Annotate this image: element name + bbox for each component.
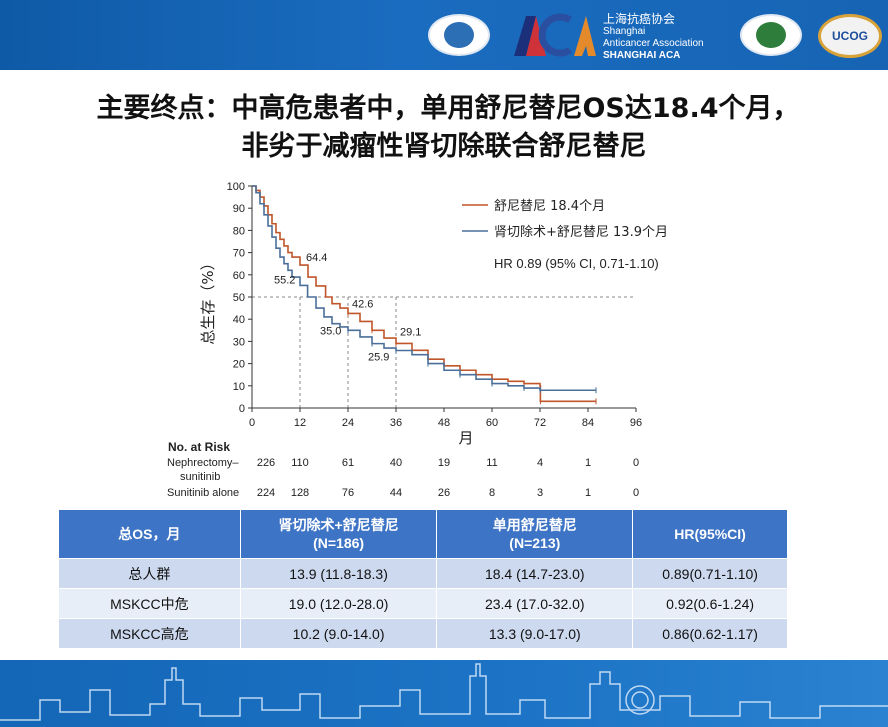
os-header-group: 总OS，月 — [58, 509, 241, 559]
data-label: 64.4 — [306, 252, 327, 264]
x-tick-label: 0 — [249, 417, 255, 429]
risk-count: 4 — [536, 457, 544, 469]
risk-count: 19 — [437, 457, 451, 469]
data-label: 35.0 — [320, 325, 341, 337]
hr-annotation: HR 0.89 (95% CI, 0.71-1.10) — [494, 256, 659, 271]
slide-title-line2: 非劣于减瘤性肾切除联合舒尼替尼 — [241, 131, 647, 162]
table-cell: 19.0 (12.0-28.0) — [239, 588, 438, 619]
aca-logo — [514, 13, 596, 57]
table-row: 总人群 13.9 (11.8-18.3) 18.4 (14.7-23.0) 0.… — [58, 558, 788, 589]
risk-row2-label: Sunitinib alone — [167, 487, 240, 499]
data-label: 55.2 — [274, 274, 295, 286]
os-table-header: 总OS，月 肾切除术+舒尼替尼 (N=186) 单用舒尼替尼 (N=213) HR(… — [58, 509, 788, 559]
risk-count: 3 — [536, 487, 544, 499]
y-tick-label: 30 — [233, 336, 245, 348]
y-axis-label: 总生存（%） — [199, 255, 217, 344]
legend-label: 舒尼替尼 18.4个月 — [494, 199, 605, 214]
risk-count: 224 — [256, 487, 276, 499]
data-label: 25.9 — [368, 352, 389, 364]
ucog-logo: UCOG — [818, 14, 882, 58]
x-tick-label: 48 — [438, 417, 450, 429]
data-label: 29.1 — [400, 326, 421, 338]
os-header-hr: HR(95%CI) — [632, 509, 788, 559]
city-skyline-graphic — [0, 663, 888, 721]
footer-banner — [0, 660, 888, 727]
risk-count: 61 — [341, 457, 355, 469]
x-tick-label: 84 — [582, 417, 594, 429]
risk-count: 110 — [291, 457, 309, 469]
data-label: 42.6 — [352, 298, 373, 310]
risk-count: 40 — [389, 457, 403, 469]
risk-count: 0 — [632, 457, 640, 469]
x-tick-label: 12 — [294, 417, 306, 429]
nephrectomy-survival-curve — [252, 185, 596, 392]
table-cell: 23.4 (17.0-32.0) — [436, 588, 634, 619]
legend-label: 肾切除术+舒尼替尼 13.9个月 — [494, 225, 668, 240]
risk-count: 1 — [584, 487, 592, 499]
risk-count: 1 — [584, 457, 592, 469]
table-cell: MSKCC中危 — [58, 588, 241, 619]
y-tick-label: 90 — [233, 203, 245, 215]
risk-row1-label2: sunitinib — [180, 471, 221, 483]
table-row: MSKCC中危 19.0 (12.0-28.0) 23.4 (17.0-32.0… — [58, 588, 788, 619]
table-cell: 总人群 — [58, 558, 241, 589]
risk-count: 8 — [488, 487, 496, 499]
y-tick-label: 40 — [233, 314, 245, 326]
os-header-nephrectomy: 肾切除术+舒尼替尼 (N=186) — [239, 509, 438, 559]
x-tick-label: 36 — [390, 417, 402, 429]
x-tick-label: 72 — [534, 417, 546, 429]
sunitinib-survival-curve — [252, 185, 596, 403]
table-cell: MSKCC高危 — [58, 618, 241, 649]
risk-count: 128 — [290, 487, 310, 499]
table-cell: 0.92(0.6-1.24) — [632, 588, 788, 619]
x-tick-label: 60 — [486, 417, 498, 429]
society-logo-1 — [428, 14, 490, 56]
header-banner: 上海抗癌协会 Shanghai Anticancer Association S… — [0, 0, 888, 70]
y-tick-label: 0 — [239, 403, 245, 415]
risk-count: 76 — [341, 487, 355, 499]
society-logo-2 — [740, 14, 802, 56]
y-tick-label: 70 — [233, 248, 245, 260]
table-cell: 0.89(0.71-1.10) — [632, 558, 788, 589]
risk-count: 226 — [256, 457, 276, 469]
risk-count: 11 — [486, 457, 498, 469]
slide-title-line1: 主要终点：中高危患者中，单用舒尼替尼OS达18.4个月， — [96, 93, 800, 124]
table-cell: 13.3 (9.0-17.0) — [436, 618, 634, 649]
table-cell: 10.2 (9.0-14.0) — [239, 618, 438, 649]
table-cell: 18.4 (14.7-23.0) — [436, 558, 634, 589]
table-cell: 13.9 (11.8-18.3) — [239, 558, 438, 589]
aca-org-name: 上海抗癌协会 Shanghai Anticancer Association S… — [603, 12, 704, 61]
y-tick-label: 20 — [233, 359, 245, 371]
y-tick-label: 80 — [233, 225, 245, 237]
x-tick-label: 96 — [630, 417, 642, 429]
risk-count: 26 — [437, 487, 451, 499]
risk-row1-label: Nephrectomy– — [167, 457, 239, 469]
x-axis-label: 月 — [458, 429, 473, 447]
y-tick-label: 100 — [227, 181, 245, 193]
risk-table-title: No. at Risk — [168, 440, 231, 454]
os-summary-table: 总OS，月 肾切除术+舒尼替尼 (N=186) 单用舒尼替尼 (N=213) HR(… — [58, 509, 788, 649]
y-tick-label: 50 — [233, 292, 245, 304]
x-tick-label: 24 — [342, 417, 354, 429]
y-tick-label: 10 — [233, 381, 245, 393]
risk-count: 44 — [389, 487, 403, 499]
risk-count: 0 — [632, 487, 640, 499]
table-row: MSKCC高危 10.2 (9.0-14.0) 13.3 (9.0-17.0) … — [58, 618, 788, 649]
y-tick-label: 60 — [233, 270, 245, 282]
os-header-sunitinib: 单用舒尼替尼 (N=213) — [436, 509, 634, 559]
table-cell: 0.86(0.62-1.17) — [632, 618, 788, 649]
